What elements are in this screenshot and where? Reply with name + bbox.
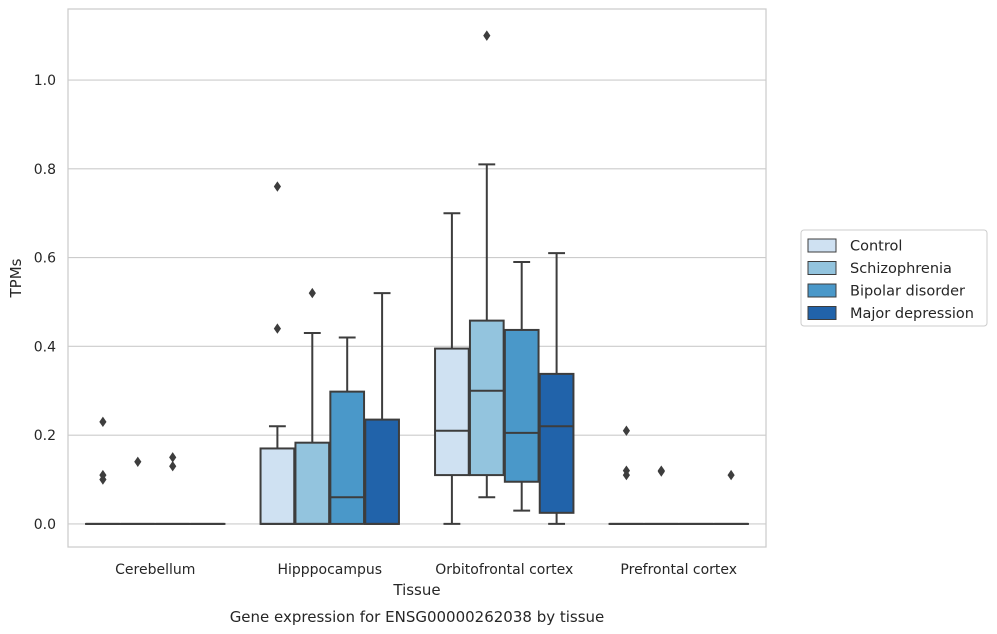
y-tick-label: 1.0 bbox=[34, 73, 56, 89]
legend-swatch bbox=[807, 283, 837, 298]
box-major-depression bbox=[364, 292, 400, 525]
outlier-point bbox=[99, 416, 107, 428]
box-body bbox=[503, 328, 540, 483]
outlier-point bbox=[134, 456, 142, 467]
box-schizophrenia bbox=[468, 30, 505, 499]
y-tick-label: 0.6 bbox=[34, 251, 56, 267]
legend-swatch bbox=[807, 306, 837, 320]
outlier-point bbox=[273, 323, 281, 334]
x-tick-labels: Cerebellum Hipppocampus Orbitofrontal cort… bbox=[115, 562, 737, 578]
box-control bbox=[608, 425, 645, 525]
box-bipolar-disorder bbox=[329, 336, 366, 525]
y-tick-label: 0.8 bbox=[34, 162, 56, 178]
y-tick-label: 0.0 bbox=[34, 517, 56, 533]
y-tick-labels: 0.0 0.2 0.4 0.6 0.8 1.0 bbox=[34, 73, 56, 533]
outlier-point bbox=[99, 474, 107, 485]
outlier-point bbox=[622, 425, 630, 436]
box-control bbox=[434, 212, 470, 525]
outlier-point bbox=[657, 466, 665, 477]
box-body bbox=[364, 418, 400, 525]
legend-label: Bipolar disorder bbox=[850, 284, 965, 300]
box-schizophrenia bbox=[119, 456, 156, 525]
outlier-point bbox=[169, 452, 177, 463]
box-control bbox=[85, 416, 121, 525]
box-body bbox=[259, 447, 296, 525]
box-bipolar-disorder bbox=[503, 261, 540, 512]
legend-label: Major depression bbox=[850, 306, 974, 322]
plot-area-frame bbox=[67, 8, 767, 548]
outlier-point bbox=[727, 469, 735, 481]
x-axis-title: Tissue bbox=[392, 581, 440, 599]
figure-caption: Gene expression for ENSG00000262038 by t… bbox=[230, 608, 605, 626]
y-axis-title: TPMs bbox=[7, 258, 25, 298]
x-tick-label: Prefrontal cortex bbox=[620, 562, 737, 578]
box-body bbox=[538, 372, 575, 514]
legend-swatch bbox=[807, 238, 837, 253]
legend-label: Schizophrenia bbox=[850, 261, 952, 277]
outlier-point bbox=[273, 181, 281, 192]
outlier-point bbox=[622, 469, 630, 481]
box-bipolar-disorder bbox=[154, 452, 191, 525]
x-tick-label: Hipppocampus bbox=[277, 562, 382, 578]
outlier-point bbox=[308, 287, 316, 299]
legend-label: Control bbox=[850, 239, 902, 255]
box-schizophrenia bbox=[643, 465, 680, 525]
legend-swatch bbox=[807, 261, 837, 275]
y-tick-label: 0.4 bbox=[34, 339, 56, 355]
x-tick-label: Cerebellum bbox=[115, 562, 195, 578]
box-control bbox=[259, 181, 296, 525]
box-body bbox=[434, 347, 470, 477]
box-groups bbox=[85, 30, 749, 525]
outlier-point bbox=[483, 30, 491, 41]
legend: Control Schizophrenia Bipolar disorder Majo… bbox=[800, 229, 988, 327]
legend-frame bbox=[800, 229, 988, 327]
x-tick-label: Orbitofrontal cortex bbox=[435, 562, 573, 578]
box-major-depression bbox=[713, 469, 749, 525]
box-schizophrenia bbox=[294, 287, 331, 525]
box-body bbox=[468, 319, 505, 477]
box-major-depression bbox=[538, 252, 575, 525]
box-body bbox=[329, 390, 366, 525]
y-tick-label: 0.2 bbox=[34, 428, 56, 444]
outlier-point bbox=[169, 461, 177, 472]
box-body bbox=[294, 441, 331, 525]
